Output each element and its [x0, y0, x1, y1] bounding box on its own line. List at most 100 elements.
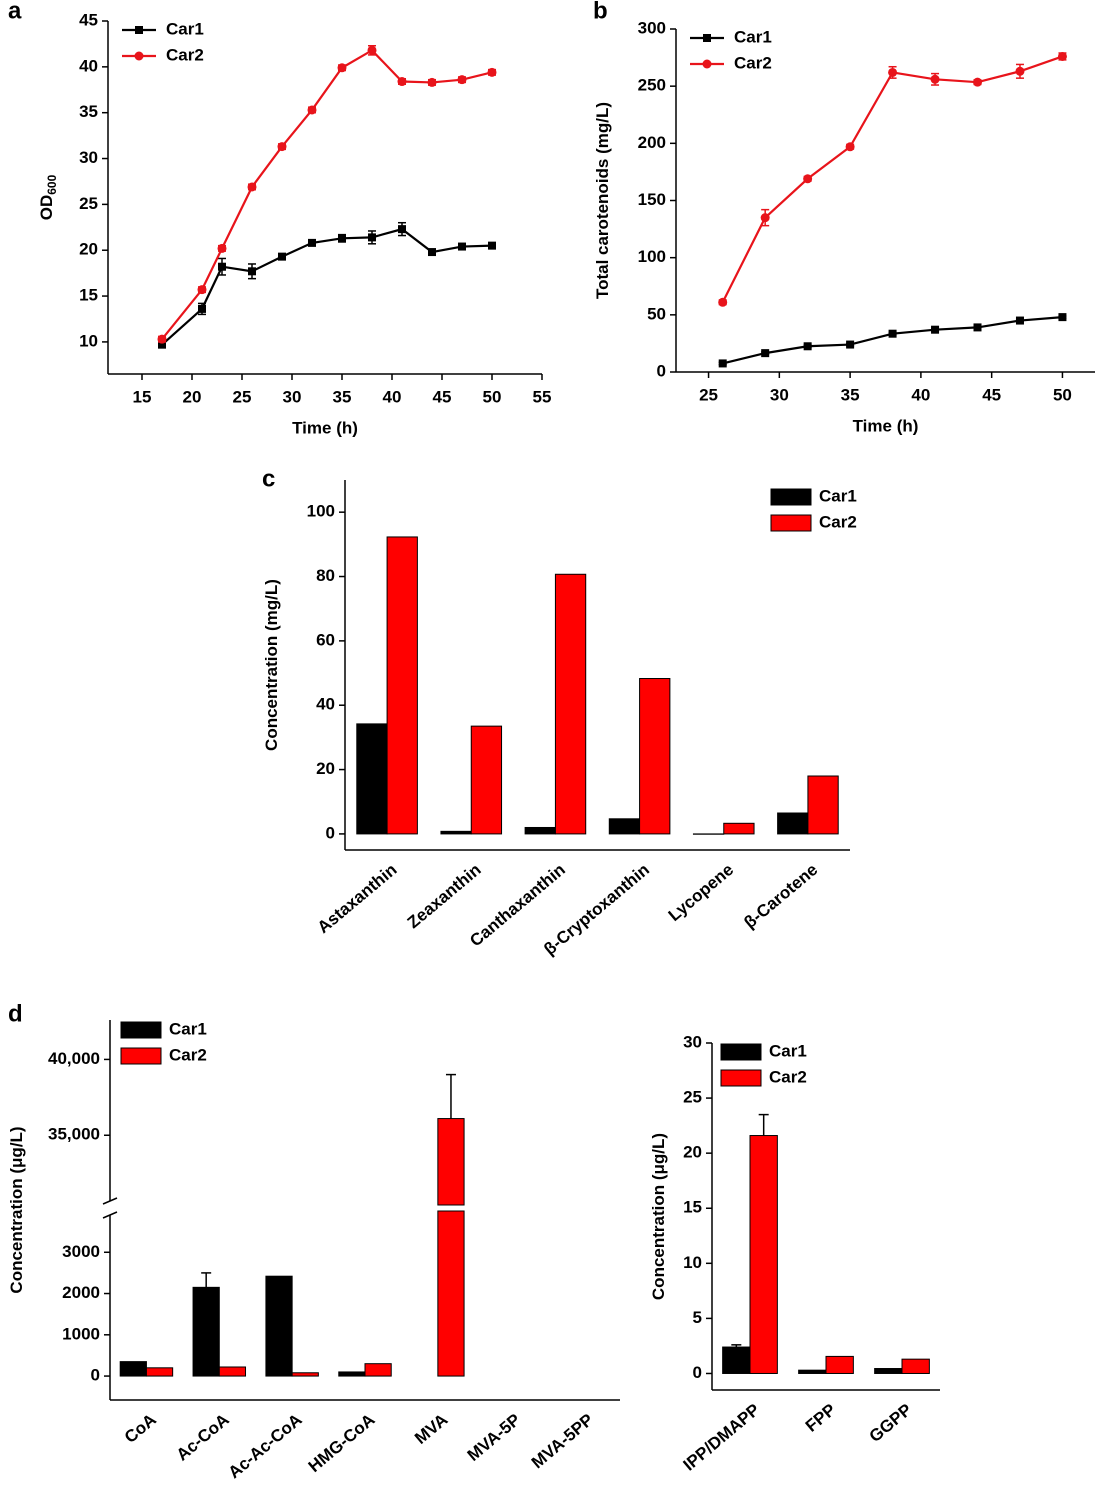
y-tick-label: 50 — [647, 304, 666, 323]
marker — [247, 182, 257, 192]
y-tick-label: 300 — [638, 18, 666, 37]
y-axis-label-subscript: 600 — [45, 174, 59, 194]
marker — [973, 77, 983, 87]
y-tick-label: 2000 — [62, 1283, 100, 1302]
bar — [722, 1346, 751, 1374]
y-tick-label: 25 — [79, 194, 98, 213]
marker — [488, 241, 496, 250]
bar — [291, 1372, 319, 1377]
x-tick-label: 45 — [982, 385, 1001, 404]
y-tick-label: 0 — [693, 1363, 702, 1382]
y-tick-label: 1000 — [62, 1324, 100, 1343]
y-tick-label: 15 — [79, 286, 98, 305]
legend-label: Car2 — [169, 1045, 207, 1064]
legend-label: Car1 — [734, 27, 772, 46]
bar — [437, 1210, 465, 1377]
marker — [277, 142, 287, 152]
x-tick-label: MVA — [411, 1410, 451, 1448]
y-tick-label: 0 — [326, 823, 335, 842]
x-tick-label: CoA — [121, 1410, 160, 1447]
series-line — [722, 316, 1063, 365]
legend-marker — [135, 26, 143, 34]
bar — [554, 573, 587, 835]
bar — [119, 1361, 147, 1377]
x-tick-label: 50 — [483, 387, 502, 406]
bar — [825, 1355, 854, 1374]
marker — [308, 238, 316, 247]
x-tick-label: 45 — [433, 387, 452, 406]
x-tick-label: 40 — [383, 387, 402, 406]
y-tick-label: 30 — [683, 1032, 702, 1051]
legend-label: Car2 — [166, 45, 204, 64]
marker — [368, 233, 376, 242]
legend-label: Car2 — [734, 53, 772, 72]
x-tick-label: 15 — [133, 387, 152, 406]
legend-swatch — [770, 514, 812, 532]
legend-marker — [703, 34, 711, 42]
panel-label: d — [8, 1000, 23, 1027]
marker — [157, 334, 167, 344]
y-tick-label: 250 — [638, 76, 666, 95]
x-tick-label: 50 — [1053, 385, 1072, 404]
y-tick-label: 20 — [316, 759, 335, 778]
bar — [356, 723, 388, 835]
marker — [367, 45, 377, 55]
x-tick-label: 35 — [333, 387, 352, 406]
legend-label: Car1 — [166, 19, 204, 38]
y-tick-label: 45 — [79, 10, 98, 29]
panel-label: b — [593, 0, 608, 24]
y-tick-label: 100 — [307, 502, 335, 521]
bar — [749, 1135, 778, 1374]
legend-swatch — [720, 1043, 762, 1061]
marker — [197, 285, 207, 295]
x-axis-label: Time (h) — [292, 418, 358, 437]
y-axis-label-text: Total carotenoids (mg/L) — [593, 102, 612, 299]
legend-label: Car2 — [819, 512, 857, 531]
legend-label: Car1 — [169, 1019, 207, 1038]
x-tick-label: β-Carotene — [740, 860, 821, 932]
y-axis-label-text: Concentration (μg/L) — [7, 1126, 26, 1293]
marker — [930, 74, 940, 84]
y-tick-label: 40,000 — [48, 1049, 100, 1068]
marker — [973, 323, 982, 332]
y-tick-label: 0 — [657, 361, 666, 380]
marker — [427, 77, 437, 87]
marker — [931, 325, 940, 334]
y-axis-label-text: OD — [37, 195, 56, 221]
x-tick-label: Lycopene — [665, 860, 738, 925]
x-tick-label: 30 — [283, 387, 302, 406]
marker — [718, 359, 727, 368]
bar — [798, 1369, 827, 1374]
y-tick-label: 40 — [316, 695, 335, 714]
legend-swatch — [120, 1021, 162, 1039]
series-line — [161, 227, 493, 346]
y-tick-label: 40 — [79, 56, 98, 75]
marker — [398, 225, 406, 234]
y-tick-label: 60 — [316, 630, 335, 649]
bar — [874, 1368, 903, 1374]
x-tick-label: MVA-5P — [464, 1410, 524, 1465]
bar — [777, 812, 809, 835]
x-tick-label: HMG-CoA — [305, 1410, 379, 1476]
marker — [397, 77, 407, 87]
x-tick-label: Zeaxanthin — [404, 860, 485, 932]
marker — [487, 67, 497, 77]
y-tick-label: 200 — [638, 133, 666, 152]
marker — [158, 340, 166, 349]
legend-swatch — [120, 1047, 162, 1065]
marker — [278, 252, 286, 261]
x-tick-label: Astaxanthin — [314, 860, 401, 937]
marker — [845, 142, 855, 152]
y-tick-label: 3000 — [62, 1242, 100, 1261]
y-axis-label-text: Concentration (mg/L) — [262, 579, 281, 751]
y-tick-label: 10 — [683, 1253, 702, 1272]
legend-swatch — [720, 1069, 762, 1087]
legend-marker — [134, 51, 144, 61]
x-axis-label: Time (h) — [853, 416, 919, 435]
bar — [265, 1275, 293, 1377]
y-axis-label: Concentration (μg/L) — [7, 1126, 26, 1293]
x-tick-label: 35 — [841, 385, 860, 404]
x-tick-label: 25 — [699, 385, 718, 404]
y-axis-label: Concentration (μg/L) — [649, 1133, 668, 1300]
